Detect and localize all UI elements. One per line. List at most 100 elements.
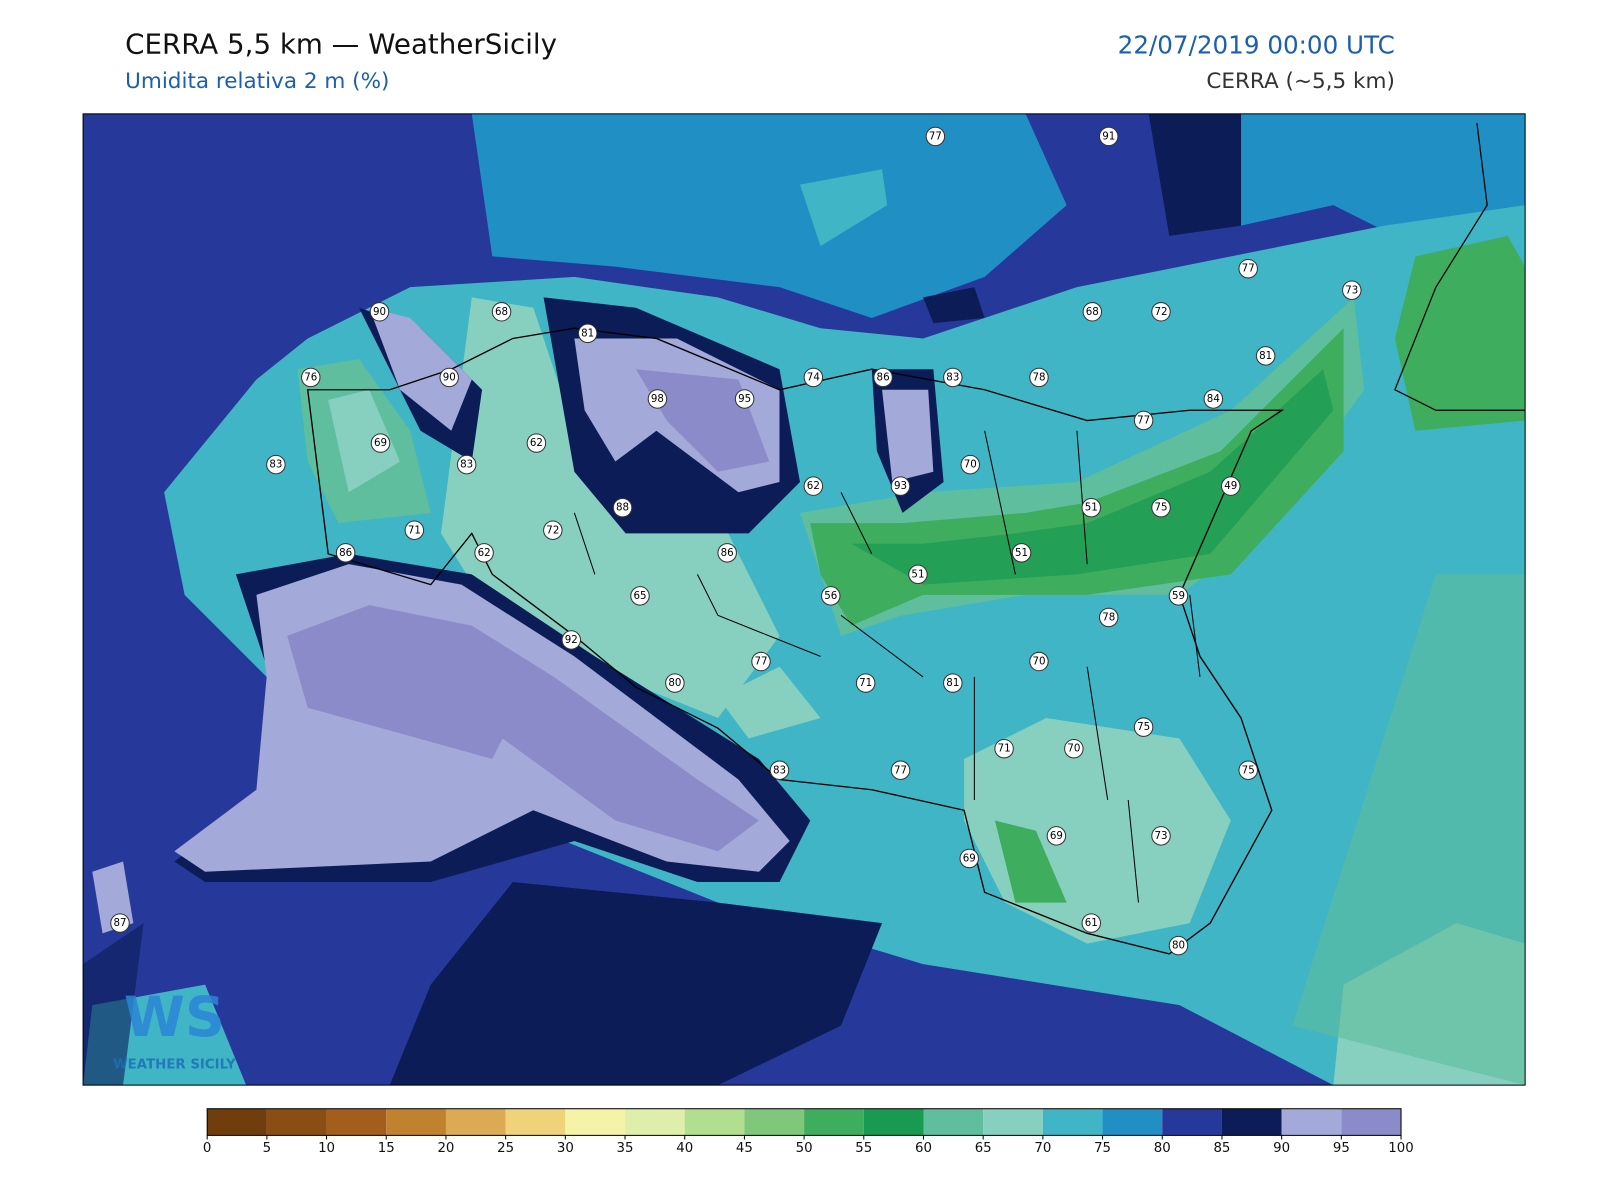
station-value: 51 (1085, 502, 1098, 514)
station-value: 87 (113, 917, 126, 929)
station-value: 77 (1137, 415, 1150, 427)
station-value: 51 (1015, 547, 1028, 559)
colorbar-bin (863, 1108, 924, 1136)
station-value: 80 (1172, 940, 1185, 952)
station-marker (1151, 826, 1171, 846)
colorbar-bin (1042, 1108, 1103, 1136)
station-value: 69 (963, 852, 976, 864)
station-value: 62 (807, 480, 820, 492)
station-marker (665, 673, 685, 693)
station-value: 77 (755, 656, 768, 668)
station-value: 74 (807, 371, 820, 383)
station-marker (369, 302, 390, 322)
colorbar-bin (1341, 1108, 1402, 1136)
colorbar-bin (207, 1108, 267, 1136)
station-value: 68 (1086, 306, 1099, 318)
colorbar-tick-label: 65 (975, 1141, 992, 1156)
station-value: 49 (1224, 480, 1237, 492)
station-marker (1046, 826, 1067, 846)
colorbar-tick-label: 75 (1094, 1141, 1111, 1156)
station-marker (1168, 935, 1189, 956)
colorbar-tick-label: 100 (1388, 1141, 1413, 1156)
title: CERRA 5,5 km — WeatherSicily (125, 27, 557, 60)
colorbar-bin (1162, 1108, 1222, 1136)
colorbar-tick-label: 95 (1333, 1141, 1350, 1156)
station-marker (803, 476, 824, 496)
colorbar-bin (804, 1108, 864, 1136)
colorbar-bin (983, 1108, 1043, 1136)
station-marker (908, 564, 928, 585)
station-marker (266, 454, 286, 475)
station-marker (890, 476, 911, 496)
station-marker (994, 738, 1014, 759)
station-value: 70 (1032, 656, 1045, 668)
station-value: 86 (877, 371, 890, 383)
colorbar-tick-label: 45 (736, 1141, 753, 1156)
colorbar-tick-label: 20 (437, 1141, 454, 1156)
station-value: 98 (651, 393, 664, 405)
station-marker (543, 520, 563, 540)
station-value: 73 (1155, 830, 1168, 842)
station-marker (1098, 126, 1119, 147)
station-value: 72 (1155, 306, 1168, 318)
station-value: 62 (530, 437, 543, 449)
station-value: 84 (1207, 393, 1220, 405)
station-marker (890, 760, 911, 780)
station-marker (491, 302, 512, 322)
station-value: 76 (304, 371, 317, 383)
colorbar-tick-label: 90 (1273, 1141, 1290, 1156)
station-marker (1151, 497, 1171, 518)
station-marker (943, 367, 963, 388)
station-value: 59 (1172, 590, 1185, 602)
station-marker (1082, 302, 1103, 322)
colorbar-tick-label: 60 (915, 1141, 932, 1156)
station-value: 81 (1259, 350, 1272, 362)
station-value: 75 (1155, 502, 1168, 514)
station-marker (110, 913, 130, 933)
station-value: 68 (495, 306, 508, 318)
colorbar-tick-label: 35 (617, 1141, 634, 1156)
station-value: 83 (460, 459, 473, 471)
station-marker (1133, 410, 1154, 431)
station-marker (404, 520, 425, 540)
station-value: 81 (946, 677, 959, 689)
station-value: 78 (1102, 611, 1115, 623)
station-marker (335, 543, 356, 563)
station-value: 81 (581, 327, 594, 339)
station-marker (526, 433, 547, 453)
logo-name: WEATHER SICILY (113, 1058, 236, 1073)
station-marker (612, 497, 633, 518)
colorbar-tick-label: 25 (497, 1141, 514, 1156)
station-value: 69 (1050, 830, 1063, 842)
station-value: 51 (911, 568, 924, 580)
station-value: 95 (738, 393, 751, 405)
colorbar-bin (744, 1108, 805, 1136)
station-value: 83 (946, 371, 959, 383)
station-marker (769, 760, 790, 780)
colorbar-bin (1102, 1108, 1163, 1136)
station-marker (1238, 258, 1258, 279)
station-value: 71 (998, 743, 1011, 755)
station-marker (855, 673, 876, 693)
station-marker (1168, 586, 1189, 606)
colorbar-tick-label: 40 (676, 1141, 693, 1156)
station-value: 70 (964, 459, 977, 471)
station-value: 61 (1085, 917, 1098, 929)
station-marker (960, 454, 980, 475)
station-marker (1029, 367, 1049, 388)
colorbar-bin (505, 1108, 566, 1136)
station-marker (1064, 738, 1084, 759)
station-marker (734, 389, 755, 409)
station-value: 69 (374, 437, 387, 449)
station-value: 77 (894, 764, 907, 776)
station-marker (803, 367, 824, 388)
station-marker (301, 367, 321, 388)
station-marker (1081, 497, 1102, 518)
station-value: 75 (1242, 764, 1255, 776)
station-marker (1238, 760, 1258, 780)
colorbar-tick-label: 70 (1034, 1141, 1051, 1156)
colorbar-bin (565, 1108, 626, 1136)
colorbar-bin (1281, 1108, 1342, 1136)
station-marker (647, 389, 668, 409)
map-frame (82, 113, 1526, 1086)
